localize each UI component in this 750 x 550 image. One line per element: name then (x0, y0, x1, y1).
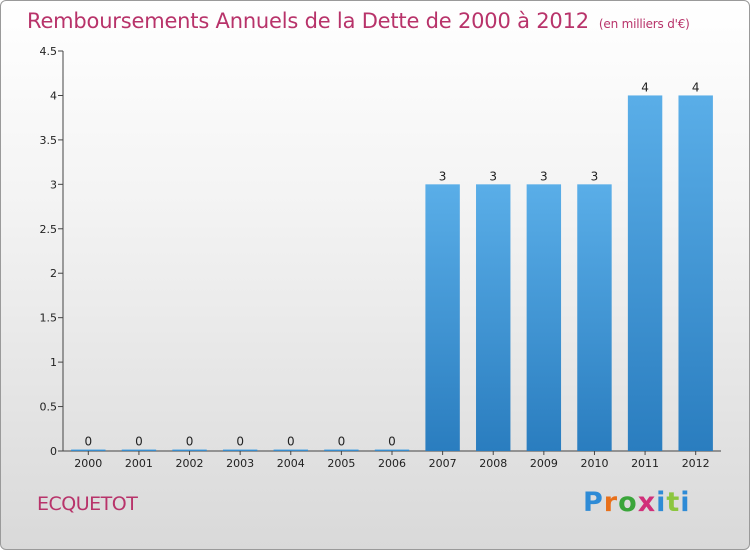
y-tick-label: 3 (50, 178, 57, 191)
bar-value-label: 3 (540, 169, 548, 183)
y-tick-label: 2.5 (40, 223, 58, 236)
bar-value-label: 0 (236, 435, 244, 449)
proxiti-logo: Proxiti (583, 487, 691, 518)
logo-letter: i (656, 487, 667, 518)
bar (425, 184, 460, 452)
bar-value-label: 3 (591, 169, 599, 183)
y-tick-label: 4.5 (40, 45, 58, 58)
logo-letter: r (603, 487, 619, 518)
x-tick-label: 2006 (378, 457, 406, 470)
logo-letter: o (618, 487, 638, 518)
x-tick-label: 2007 (429, 457, 457, 470)
y-tick-label: 2 (50, 267, 57, 280)
logo-letter: P (583, 487, 604, 518)
x-tick-label: 2001 (125, 457, 153, 470)
bar (222, 449, 258, 451)
bar-value-label: 0 (84, 435, 92, 449)
y-tick-label: 1.5 (40, 312, 58, 325)
bar (324, 449, 359, 451)
bar (577, 184, 612, 452)
bar (71, 449, 106, 451)
bar (476, 184, 511, 452)
bar (526, 184, 562, 452)
y-tick-label: 3.5 (40, 134, 58, 147)
logo-letter: t (666, 487, 681, 518)
y-tick-label: 0.5 (40, 401, 58, 414)
bar-value-label: 4 (692, 80, 700, 94)
y-tick-label: 0 (50, 445, 57, 458)
bar-value-label: 0 (135, 435, 143, 449)
x-tick-label: 2002 (176, 457, 204, 470)
x-tick-label: 2011 (631, 457, 659, 470)
chart-unit: (en milliers d'€) (598, 17, 690, 31)
x-tick-label: 2010 (580, 457, 608, 470)
bar-value-label: 0 (186, 435, 194, 449)
x-tick-label: 2004 (277, 457, 305, 470)
bar-value-label: 4 (641, 80, 649, 94)
bar (273, 449, 308, 451)
bar-value-label: 3 (489, 169, 497, 183)
x-tick-label: 2012 (682, 457, 710, 470)
logo-letter: x (637, 487, 657, 518)
bar (627, 95, 663, 451)
logo-letter: i (680, 487, 691, 518)
bar (172, 449, 207, 451)
y-tick-label: 1 (50, 356, 57, 369)
y-tick-label: 4 (50, 89, 57, 102)
bar (678, 95, 713, 451)
x-tick-label: 2009 (530, 457, 558, 470)
commune-name: ECQUETOT (37, 493, 138, 515)
chart-title-text: Remboursements Annuels de la Dette de 20… (27, 9, 589, 33)
x-tick-label: 2005 (327, 457, 355, 470)
bar (374, 449, 410, 451)
chart-title: Remboursements Annuels de la Dette de 20… (27, 9, 690, 33)
x-tick-label: 2003 (226, 457, 254, 470)
bar-value-label: 0 (388, 435, 396, 449)
x-tick-label: 2008 (479, 457, 507, 470)
bar-value-label: 0 (287, 435, 295, 449)
bar-value-label: 0 (338, 435, 346, 449)
x-tick-label: 2000 (74, 457, 102, 470)
bar-value-label: 3 (439, 169, 447, 183)
bar (121, 449, 157, 451)
